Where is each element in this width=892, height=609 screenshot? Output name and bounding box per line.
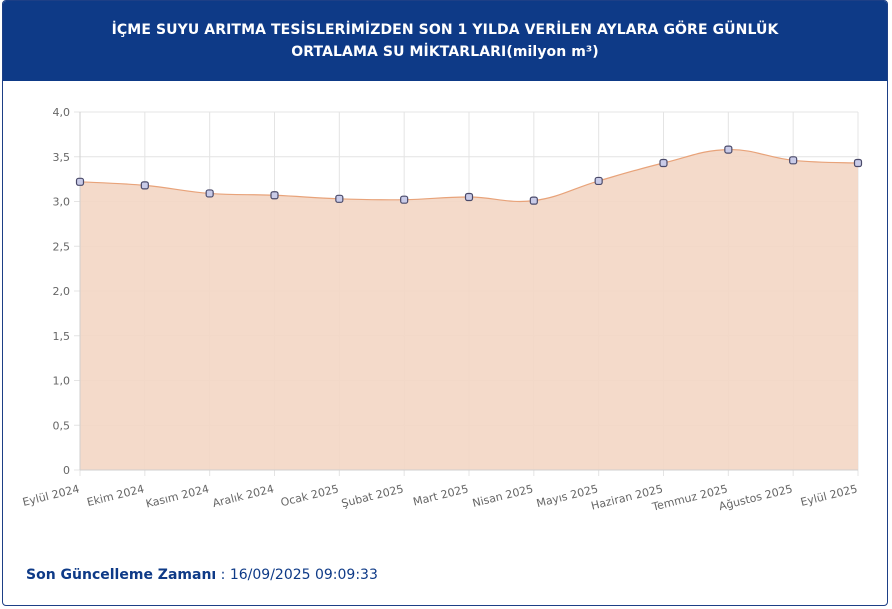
x-tick-label: Mayıs 2025 <box>535 482 599 510</box>
chart-title: İÇME SUYU ARITMA TESİSLERİMİZDEN SON 1 Y… <box>111 22 779 60</box>
x-tick-label: Ağustos 2025 <box>718 482 794 513</box>
x-tick-label: Ocak 2025 <box>279 482 340 509</box>
x-tick-label: Ekim 2024 <box>86 482 146 509</box>
x-tick-label: Mart 2025 <box>412 482 470 508</box>
y-tick-label: 2,0 <box>53 285 71 298</box>
data-point <box>400 195 409 204</box>
x-tick-label: Nisan 2025 <box>471 482 535 510</box>
last-update: Son Güncelleme Zamanı : 16/09/2025 09:09… <box>26 567 378 583</box>
y-tick-label: 2,5 <box>53 240 71 253</box>
data-point <box>594 176 603 186</box>
data-point <box>205 189 214 198</box>
area-chart: 0 0,5 1,0 1,5 2,0 2,5 3,0 3,5 4,0 Eylül 2024 Ekim … <box>21 106 863 514</box>
x-tick-label: Kasım 2024 <box>144 482 210 510</box>
data-point <box>789 156 798 165</box>
last-update-value: 16/09/2025 09:09:33 <box>229 567 378 583</box>
data-point <box>529 196 538 205</box>
data-point <box>75 177 85 186</box>
data-point <box>659 158 668 168</box>
x-tick-label: Aralık 2024 <box>211 482 275 510</box>
y-tick-label: 3,5 <box>53 151 71 164</box>
y-tick-label: 4,0 <box>53 106 71 119</box>
data-point <box>140 181 149 190</box>
data-point <box>853 158 863 168</box>
y-tick-label: 3,0 <box>53 196 71 209</box>
x-tick-label: Şubat 2025 <box>340 482 405 510</box>
last-update-label: Son Güncelleme Zamanı <box>26 567 217 583</box>
y-tick-label: 0,5 <box>53 419 71 432</box>
data-point <box>270 191 279 200</box>
last-update-separator: : <box>216 567 230 583</box>
data-point <box>335 194 344 203</box>
y-tick-label: 1,5 <box>53 330 71 343</box>
y-tick-label: 1,0 <box>53 375 71 388</box>
data-point <box>724 145 733 154</box>
chart-header: İÇME SUYU ARITMA TESİSLERİMİZDEN SON 1 Y… <box>3 1 887 81</box>
data-point <box>464 192 474 202</box>
x-tick-label: Eylül 2025 <box>799 482 858 509</box>
y-tick-label: 0 <box>63 464 70 477</box>
x-tick-label: Eylül 2024 <box>21 482 80 509</box>
series-area <box>80 149 858 470</box>
